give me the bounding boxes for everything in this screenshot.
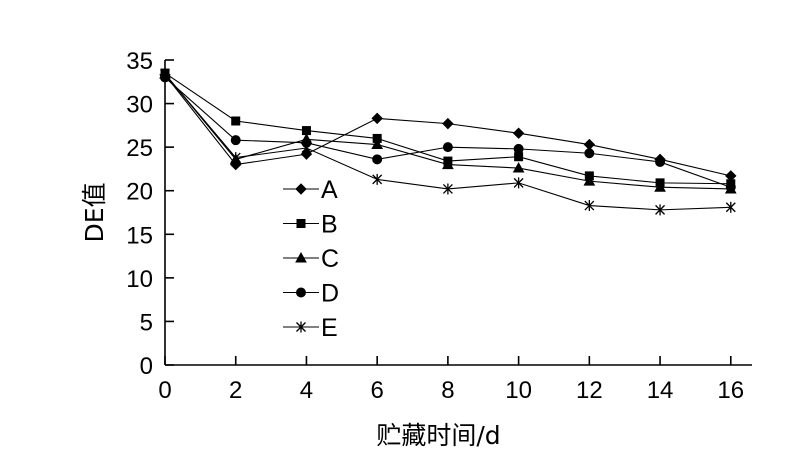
y-ticks: 0 5 10 15 20 25 30 35 [126, 48, 174, 380]
data-point-marker [160, 68, 170, 80]
legend-item-E: E [283, 314, 338, 342]
data-point-marker [442, 158, 454, 170]
legend-item-B: B [283, 211, 338, 239]
data-point-marker [300, 148, 313, 160]
legend-label: A [321, 176, 338, 204]
data-point-marker [372, 173, 383, 185]
data-point-marker [295, 183, 307, 195]
data-point-marker [296, 287, 306, 298]
data-point-marker [512, 162, 525, 173]
y-tick-label: 15 [126, 222, 153, 249]
series-D [160, 72, 736, 193]
x-tick-label: 14 [647, 377, 674, 404]
data-point-marker [583, 175, 596, 186]
x-axis-title: 贮藏时间/d [376, 421, 500, 450]
data-point-marker [442, 117, 454, 130]
legend-label: E [321, 314, 338, 342]
x-tick-label: 2 [229, 377, 242, 404]
data-point-marker [583, 138, 596, 151]
data-point-marker [725, 201, 736, 213]
y-tick-label: 0 [140, 353, 153, 380]
x-ticks: 0 2 4 6 8 10 12 14 16 [158, 356, 744, 404]
data-point-marker [371, 112, 383, 125]
y-tick-label: 25 [126, 135, 153, 162]
x-tick-label: 16 [717, 377, 744, 404]
x-tick-label: 12 [576, 377, 603, 404]
data-point-marker [295, 251, 307, 263]
y-tick-label: 35 [126, 48, 153, 75]
series-line [164, 73, 731, 190]
x-tick-label: 4 [300, 377, 313, 404]
x-tick-label: 6 [370, 377, 383, 404]
series-E [160, 68, 736, 216]
data-point-marker [296, 321, 306, 333]
x-tick-label: 0 [158, 377, 171, 404]
data-point-marker [513, 177, 524, 189]
data-point-marker [296, 219, 306, 228]
data-point-marker [654, 181, 666, 192]
legend-item-D: D [283, 280, 339, 308]
data-point-marker [513, 143, 524, 154]
data-point-marker [301, 142, 312, 154]
data-point-marker [230, 135, 241, 146]
legend-label: C [321, 245, 339, 273]
data-point-marker [584, 148, 595, 159]
y-tick-label: 10 [126, 266, 153, 293]
data-point-marker [442, 142, 453, 153]
axes: 0 5 10 15 20 25 30 35 0 2 4 6 8 10 12 14 16 [126, 48, 752, 404]
data-point-marker [442, 183, 453, 195]
y-tick-label: 30 [126, 92, 153, 119]
series-line [164, 77, 731, 188]
legend-label: B [321, 211, 338, 239]
data-point-marker [514, 152, 524, 162]
legend-item-C: C [283, 245, 339, 273]
x-tick-label: 10 [505, 377, 532, 404]
data-point-marker [655, 156, 666, 167]
data-point-marker [230, 152, 241, 164]
y-tick-label: 20 [126, 179, 153, 206]
legend-item-A: A [283, 176, 338, 204]
data-point-marker [584, 200, 595, 212]
data-point-marker [372, 154, 383, 165]
data-point-marker [512, 127, 525, 139]
legend-label: D [321, 280, 339, 308]
y-axis-title: DE值 [80, 182, 109, 242]
y-tick-label: 5 [140, 309, 153, 336]
data-point-marker [371, 138, 384, 150]
data-point-marker [231, 116, 241, 126]
data-point-marker [655, 204, 666, 216]
series-group [159, 67, 737, 216]
data-point-marker [725, 182, 736, 193]
x-tick-label: 8 [441, 377, 454, 404]
series-C [159, 67, 737, 194]
